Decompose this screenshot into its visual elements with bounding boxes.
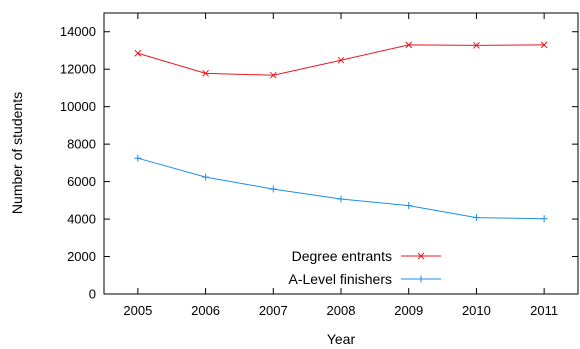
x-tick-label: 2010	[462, 303, 491, 318]
x-tick-label: 2011	[530, 303, 558, 318]
legend-label: A-Level finishers	[289, 271, 393, 287]
legend-entry: A-Level finishers	[289, 271, 442, 287]
y-tick-label: 8000	[67, 137, 96, 152]
y-tick-label: 6000	[67, 174, 96, 189]
y-axis-title: Number of students	[9, 92, 25, 214]
data-point	[338, 196, 345, 203]
series-line	[138, 158, 544, 219]
data-point	[202, 174, 209, 181]
data-point	[405, 202, 412, 209]
legend: Degree entrants A-Level finishers	[289, 248, 442, 287]
y-tick-label: 4000	[67, 212, 96, 227]
x-tick-label: 2008	[327, 303, 356, 318]
data-point	[270, 186, 277, 193]
data-point	[473, 214, 480, 221]
legend-label: Degree entrants	[292, 248, 392, 264]
y-tick-label: 0	[89, 287, 96, 302]
data-point	[134, 155, 141, 162]
x-tick-label: 2006	[191, 303, 220, 318]
series-layer	[134, 42, 547, 222]
legend-marker	[418, 276, 425, 283]
y-tick-label: 10000	[60, 99, 96, 114]
series-degree-entrants	[135, 42, 547, 78]
x-tick-label: 2005	[123, 303, 152, 318]
y-tick-label: 14000	[60, 24, 96, 39]
y-tick-label: 2000	[67, 249, 96, 264]
series-a-level-finishers	[134, 155, 547, 223]
data-point	[541, 215, 548, 222]
y-tick-label: 12000	[60, 62, 96, 77]
legend-entry: Degree entrants	[292, 248, 441, 264]
data-point	[135, 50, 141, 56]
x-tick-label: 2009	[394, 303, 423, 318]
x-axis-title: Year	[327, 331, 356, 347]
x-tick-label: 2007	[259, 303, 288, 318]
